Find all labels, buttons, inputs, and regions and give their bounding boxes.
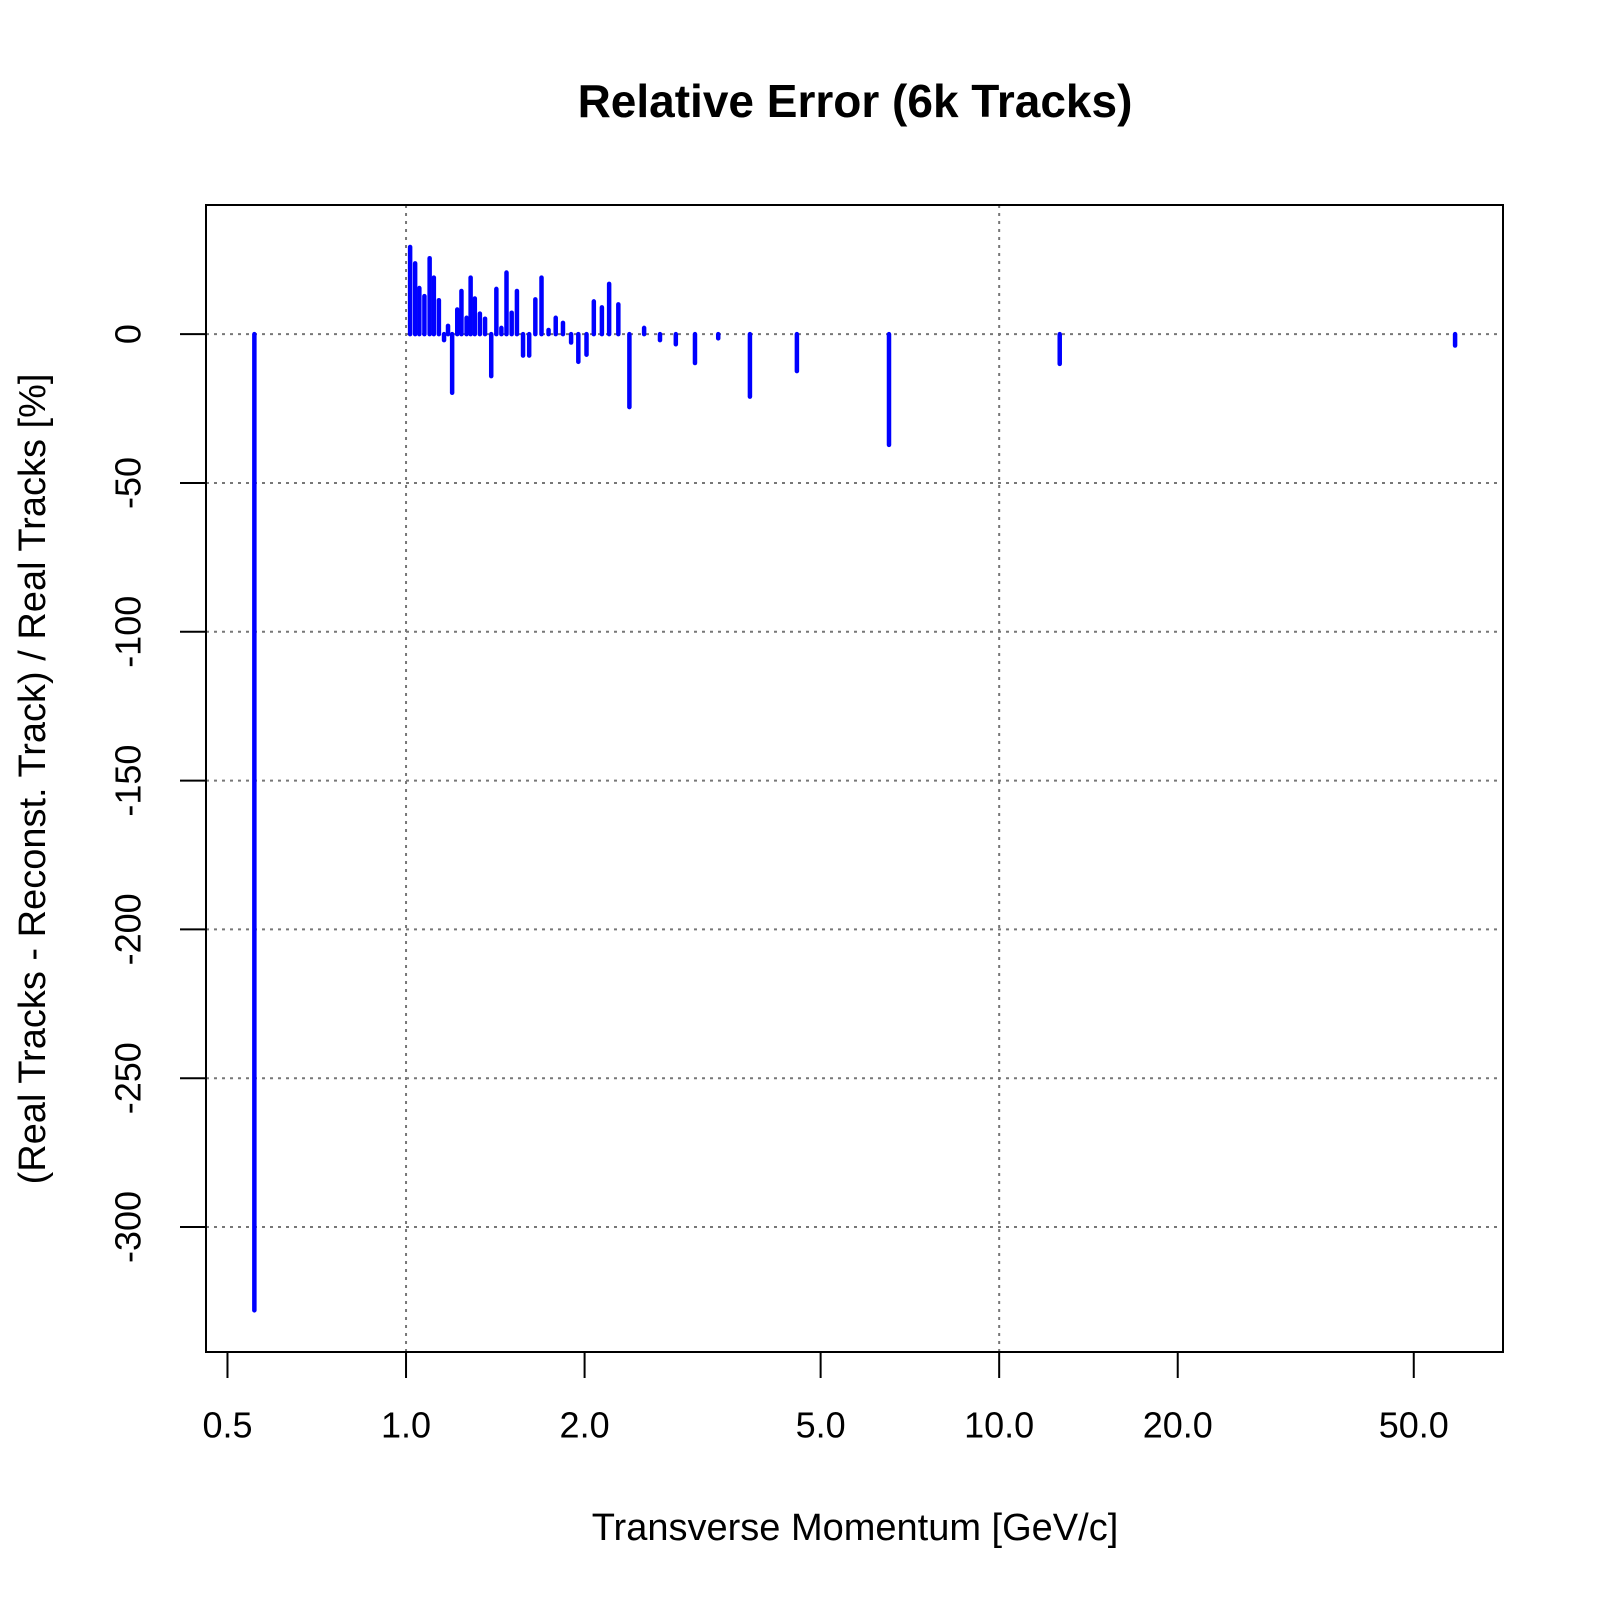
y-tick-label: 0 xyxy=(108,324,149,344)
x-axis-title: Transverse Momentum [GeV/c] xyxy=(592,1507,1119,1549)
x-tick-label: 5.0 xyxy=(796,1405,846,1446)
x-tick-label: 0.5 xyxy=(202,1405,252,1446)
x-tick-label: 2.0 xyxy=(560,1405,610,1446)
y-tick-label: -200 xyxy=(108,893,149,965)
y-axis-title: (Real Tracks - Reconst. Track) / Real Tr… xyxy=(12,374,54,1185)
x-tick-label: 20.0 xyxy=(1143,1405,1213,1446)
y-tick-label: -100 xyxy=(108,596,149,668)
y-tick-label: -150 xyxy=(108,745,149,817)
y-tick-label: -50 xyxy=(108,457,149,509)
x-tick-label: 50.0 xyxy=(1379,1405,1449,1446)
x-tick-label: 1.0 xyxy=(381,1405,431,1446)
chart-title: Relative Error (6k Tracks) xyxy=(578,75,1133,127)
plot-frame xyxy=(205,204,1504,1353)
y-tick-label: -300 xyxy=(108,1191,149,1263)
x-tick-label: 10.0 xyxy=(964,1405,1034,1446)
y-tick-label: -250 xyxy=(108,1042,149,1114)
